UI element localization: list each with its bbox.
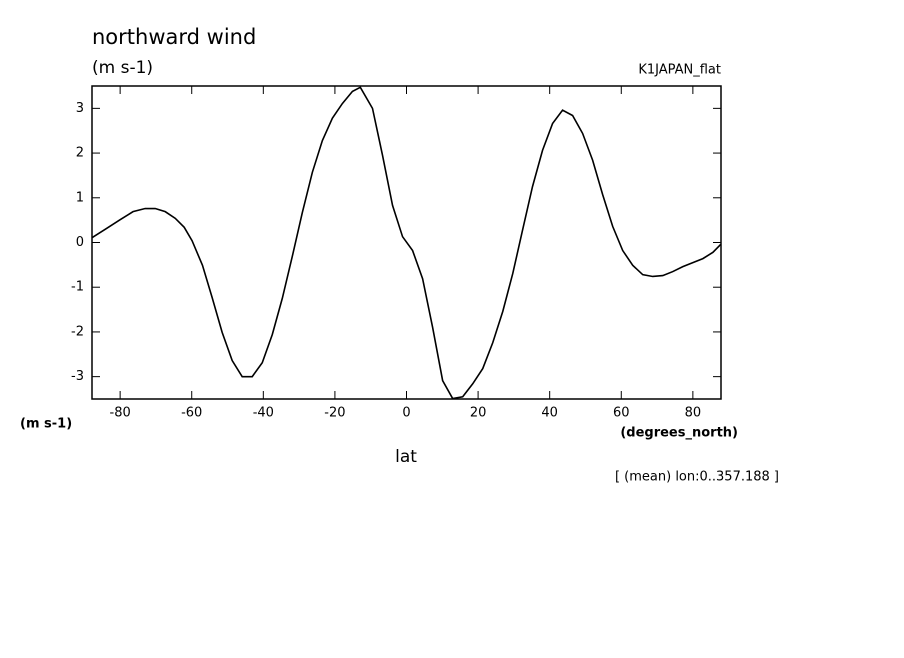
y-tick-label: 1 [76, 190, 84, 205]
y-tick-label: 0 [76, 235, 84, 250]
x-tick-label: -80 [110, 406, 131, 421]
x-tick-label: -60 [181, 406, 202, 421]
x-axis-label: lat [395, 447, 417, 467]
x-tick-label: -40 [253, 406, 274, 421]
x-tick-label: 20 [470, 406, 487, 421]
x-tick-label: 0 [402, 406, 410, 421]
y-tick-label: -3 [71, 369, 84, 384]
x-tick-label: 80 [685, 406, 702, 421]
y-tick-label: -1 [71, 280, 84, 295]
annotation: [ (mean) lon:0..357.188 ] [615, 470, 779, 485]
dataset-label: K1JAPAN_flat [638, 63, 721, 78]
x-tick-label: -20 [324, 406, 345, 421]
x-tick-label: 40 [541, 406, 558, 421]
line [91, 86, 722, 400]
chart-title: northward wind [92, 25, 256, 49]
x-units-label: (degrees_north) [620, 426, 738, 441]
chart-subtitle: (m s-1) [92, 58, 153, 78]
y-tick-label: 2 [76, 146, 84, 161]
y-axis-label: (m s-1) [20, 417, 72, 432]
x-tick-label: 60 [613, 406, 630, 421]
y-tick-label: 3 [76, 101, 84, 116]
y-tick-label: -2 [71, 324, 84, 339]
